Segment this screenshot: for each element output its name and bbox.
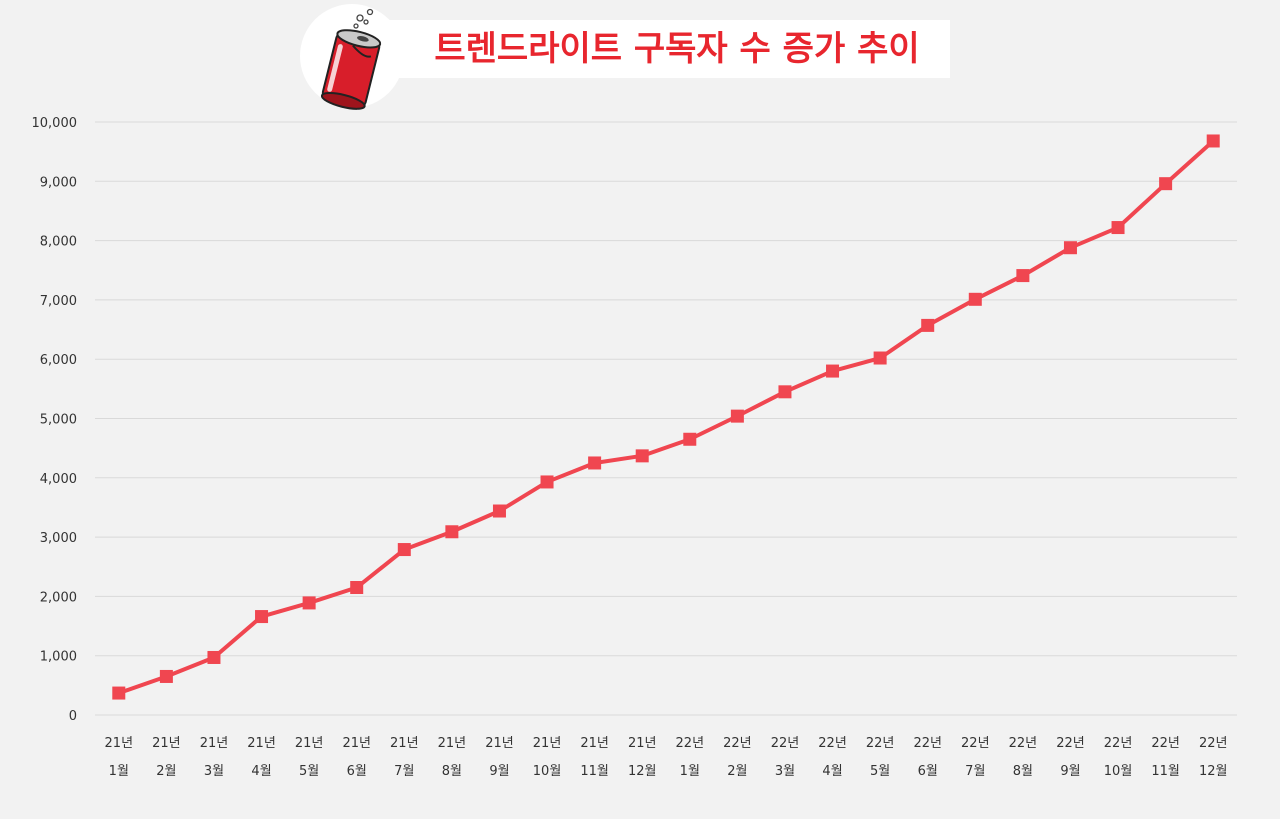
data-point-marker	[826, 364, 840, 378]
x-tick-label-month: 11월	[1151, 764, 1180, 779]
x-tick-label-year: 22년	[676, 736, 705, 751]
title-background	[368, 20, 950, 78]
x-tick-label-year: 21년	[105, 736, 134, 751]
x-tick-label-year: 22년	[961, 736, 990, 751]
data-point-marker	[1063, 241, 1077, 255]
soda-can-icon	[300, 4, 404, 110]
x-tick-label-month: 9월	[1060, 764, 1080, 779]
data-point-marker	[1016, 269, 1030, 283]
x-tick-label-month: 2월	[156, 764, 176, 779]
x-tick-label-year: 21년	[533, 736, 562, 751]
data-point-marker	[635, 449, 649, 463]
data-point-marker	[1159, 177, 1173, 191]
y-tick-label: 4,000	[40, 472, 77, 487]
x-tick-label-month: 4월	[251, 764, 271, 779]
x-tick-label-year: 21년	[295, 736, 324, 751]
data-point-marker	[778, 385, 792, 399]
x-tick-label-year: 22년	[1151, 736, 1180, 751]
y-tick-label: 3,000	[40, 531, 77, 546]
x-tick-label-year: 22년	[1104, 736, 1133, 751]
x-tick-label-year: 22년	[1199, 736, 1228, 751]
y-tick-label: 9,000	[40, 175, 77, 190]
x-tick-label-month: 8월	[1013, 764, 1033, 779]
y-axis-tick-labels: 0 1,000 2,000 3,000 4,000 5,000 6,000 7,000 8,00…	[32, 116, 78, 724]
x-tick-label-year: 21년	[390, 736, 419, 751]
x-tick-label-month: 5월	[870, 764, 890, 779]
x-tick-label-year: 22년	[866, 736, 895, 751]
grid	[95, 121, 1237, 716]
x-tick-label-year: 21년	[438, 736, 467, 751]
x-tick-label-month: 6월	[918, 764, 938, 779]
title-banner: 트렌드라이트 구독자 수 증가 추이	[368, 20, 950, 78]
x-tick-label-month: 7월	[965, 764, 985, 779]
x-tick-label-month: 10월	[533, 764, 562, 779]
data-point-marker	[921, 318, 935, 332]
x-tick-label-year: 21년	[152, 736, 181, 751]
y-tick-label: 10,000	[32, 116, 78, 131]
x-tick-label-month: 3월	[775, 764, 795, 779]
x-tick-label-year: 22년	[1056, 736, 1085, 751]
x-tick-label-year: 21년	[247, 736, 276, 751]
data-point-marker	[397, 543, 411, 557]
data-point-marker	[873, 351, 887, 365]
data-point-marker	[112, 686, 126, 700]
x-tick-label-month: 5월	[299, 764, 319, 779]
x-tick-label-year: 21년	[628, 736, 657, 751]
y-tick-label: 8,000	[40, 235, 77, 250]
x-tick-label-month: 11월	[580, 764, 609, 779]
x-tick-label-month: 10월	[1104, 764, 1133, 779]
data-point-marker	[1111, 221, 1125, 235]
data-point-marker	[302, 596, 316, 610]
x-tick-label-month: 7월	[394, 764, 414, 779]
data-point-marker	[540, 475, 554, 489]
x-tick-label-year: 22년	[1009, 736, 1038, 751]
chart-title: 트렌드라이트 구독자 수 증가 추이	[434, 29, 919, 69]
data-point-marker	[730, 409, 744, 423]
x-tick-label-month: 3월	[204, 764, 224, 779]
y-tick-label: 1,000	[40, 650, 77, 665]
data-point-marker	[255, 610, 269, 624]
x-tick-label-month: 2월	[727, 764, 747, 779]
data-point-marker	[350, 581, 364, 595]
x-tick-label-month: 8월	[442, 764, 462, 779]
data-point-marker	[968, 292, 982, 306]
y-tick-label: 5,000	[40, 413, 77, 428]
y-tick-label: 7,000	[40, 294, 77, 309]
y-tick-label: 0	[69, 709, 77, 724]
data-point-marker	[207, 650, 221, 664]
x-tick-label-year: 21년	[200, 736, 229, 751]
x-tick-label-year: 21년	[342, 736, 371, 751]
x-tick-label-year: 22년	[913, 736, 942, 751]
x-axis-tick-labels: 21년 1월 21년 2월 21년 3월 21년 4월 21년 5월 21년 6월 21년 7월 21년 8월…	[105, 736, 1228, 779]
y-tick-label: 2,000	[40, 590, 77, 605]
data-point-marker	[445, 525, 459, 539]
x-tick-label-year: 22년	[723, 736, 752, 751]
x-tick-label-month: 1월	[680, 764, 700, 779]
x-tick-label-year: 21년	[485, 736, 514, 751]
data-point-marker	[159, 669, 173, 683]
x-tick-label-year: 21년	[580, 736, 609, 751]
x-tick-label-month: 12월	[1199, 764, 1228, 779]
series	[112, 134, 1220, 700]
x-tick-label-year: 22년	[771, 736, 800, 751]
x-tick-label-month: 4월	[822, 764, 842, 779]
x-tick-label-month: 9월	[489, 764, 509, 779]
data-point-marker	[683, 432, 697, 446]
series-line	[118, 139, 1215, 695]
y-tick-label: 6,000	[40, 353, 77, 368]
x-tick-label-month: 12월	[628, 764, 657, 779]
x-tick-label-month: 1월	[109, 764, 129, 779]
x-tick-label-month: 6월	[347, 764, 367, 779]
data-point-marker	[1206, 134, 1220, 148]
data-point-marker	[492, 504, 506, 518]
x-tick-label-year: 22년	[818, 736, 847, 751]
data-point-marker	[588, 456, 602, 470]
